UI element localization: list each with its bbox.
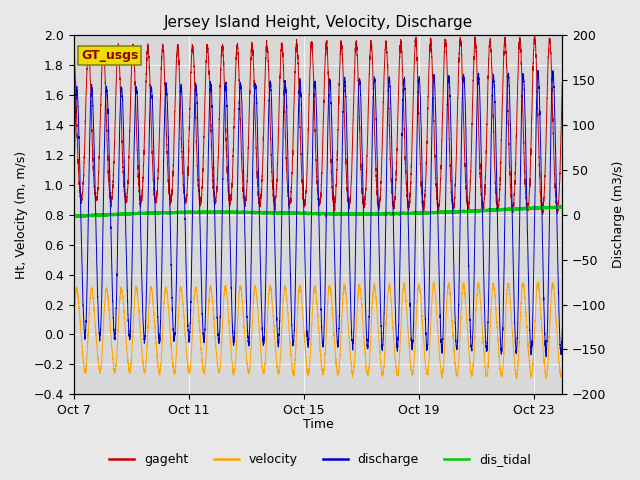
Title: Jersey Island Height, Velocity, Discharge: Jersey Island Height, Velocity, Discharg… xyxy=(163,15,472,30)
X-axis label: Time: Time xyxy=(303,419,333,432)
Text: GT_usgs: GT_usgs xyxy=(81,48,138,61)
Legend: gageht, velocity, discharge, dis_tidal: gageht, velocity, discharge, dis_tidal xyxy=(104,448,536,471)
Y-axis label: Discharge (m3/s): Discharge (m3/s) xyxy=(612,161,625,268)
Y-axis label: Ht, Velocity (m, m/s): Ht, Velocity (m, m/s) xyxy=(15,151,28,279)
